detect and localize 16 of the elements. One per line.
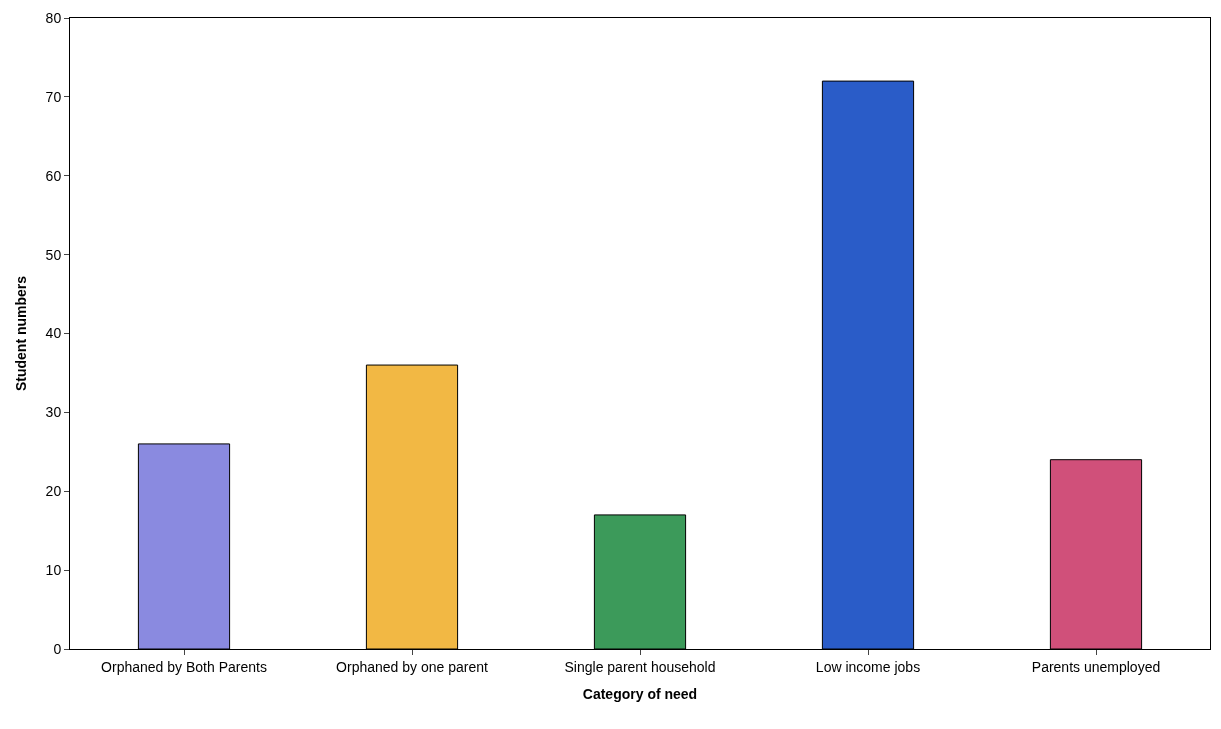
y-tick-label: 20 (45, 483, 62, 500)
y-tick-label: 40 (45, 325, 62, 342)
y-tick-label: 0 (53, 640, 62, 657)
y-tick-label: 80 (45, 9, 62, 26)
x-tick-label: Low income jobs (815, 658, 921, 675)
y-tick-label: 10 (45, 562, 62, 579)
x-tick-label: Parents unemployed (1031, 658, 1161, 675)
y-tick-label: 50 (45, 246, 62, 263)
y-tick-label: 60 (45, 167, 62, 184)
x-axis-title: Category of need (582, 686, 698, 703)
x-tick-label: Orphaned by one parent (336, 658, 488, 675)
x-tick-label: Orphaned by Both Parents (101, 658, 267, 675)
x-tick-label: Single parent household (564, 658, 716, 675)
y-tick-label: 30 (45, 404, 62, 421)
y-tick-label: 70 (45, 88, 62, 105)
y-axis-title: Student numbers (13, 275, 30, 392)
